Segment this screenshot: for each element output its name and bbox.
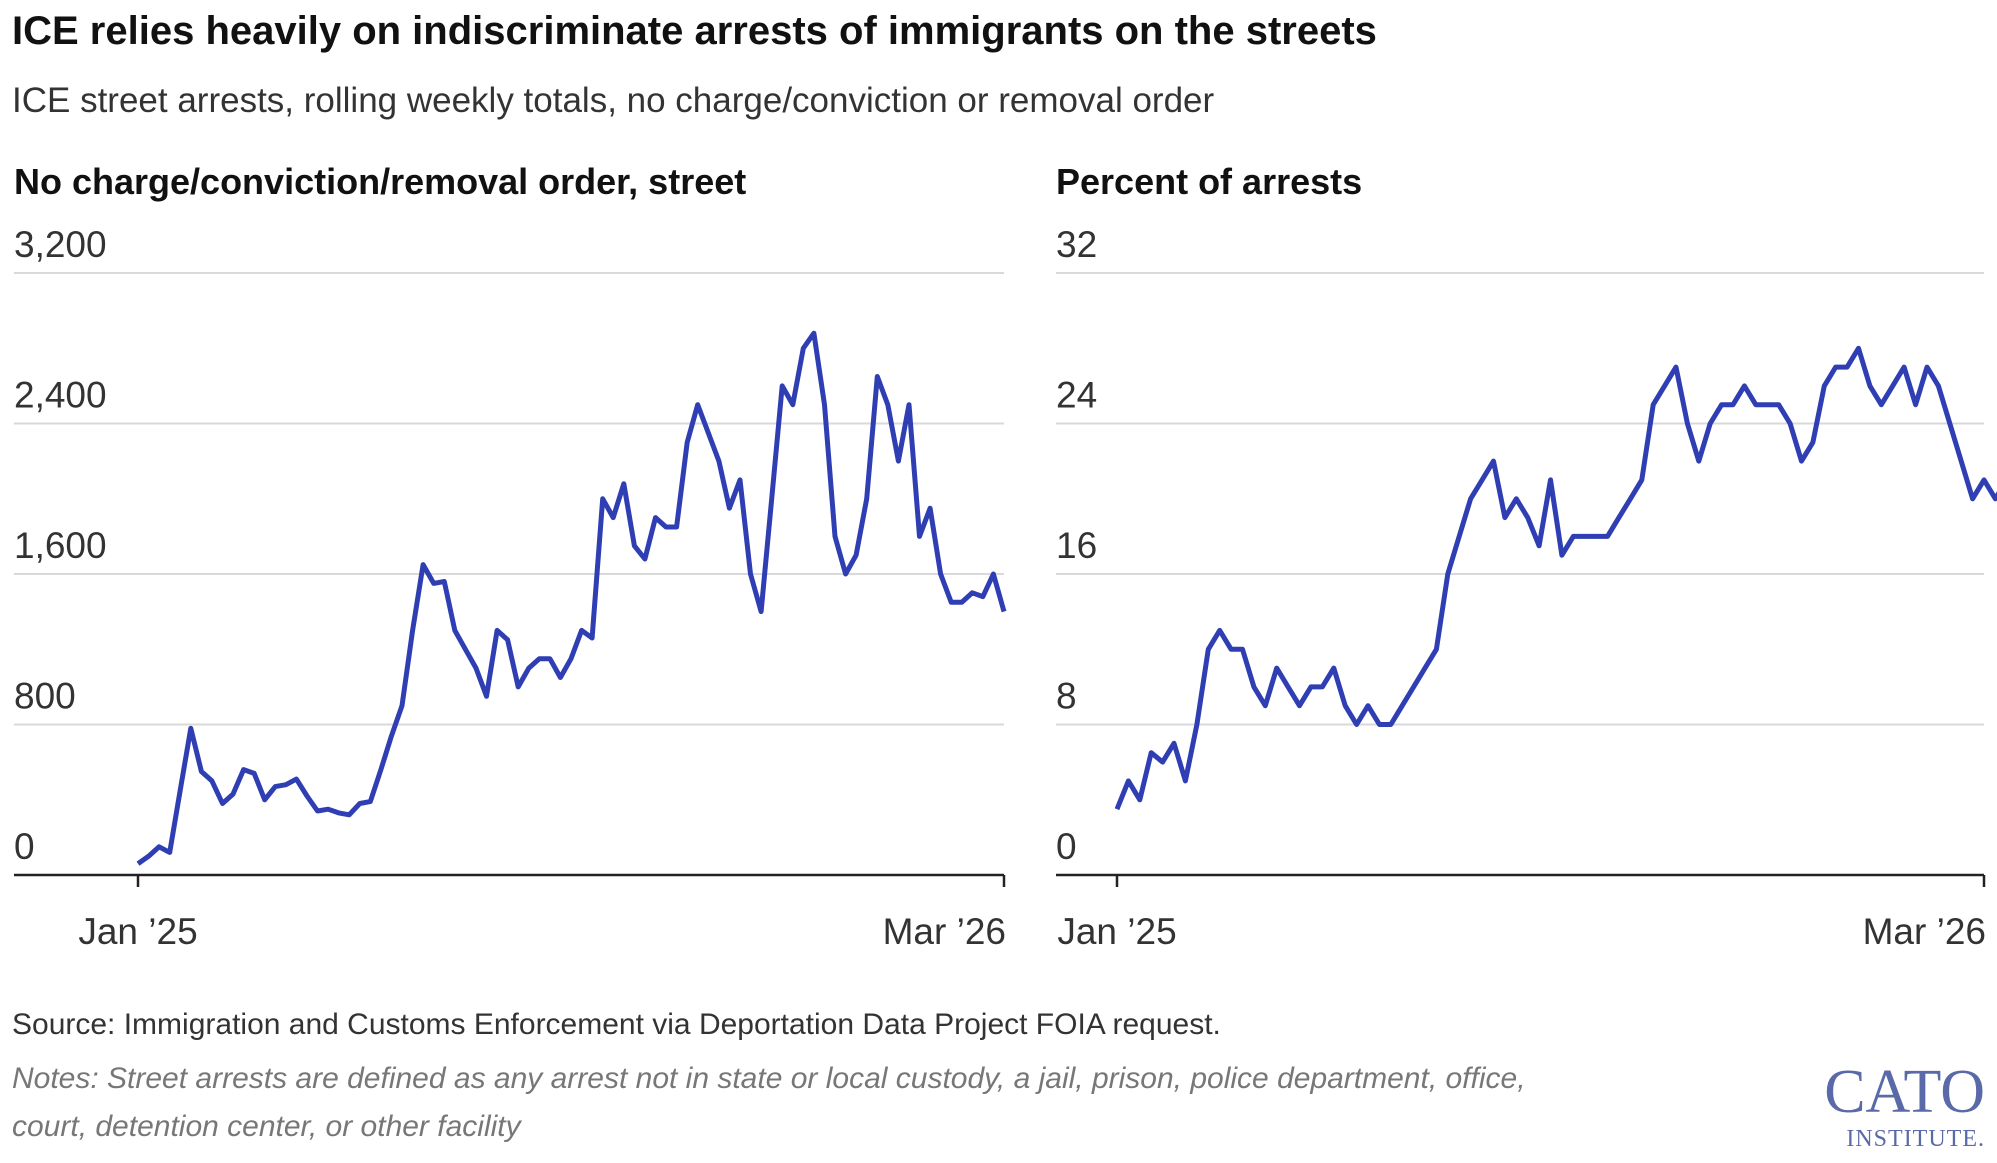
y-tick-label: 1,600 bbox=[14, 525, 107, 566]
x-tick-label: Jan ’25 bbox=[78, 911, 197, 952]
line bbox=[1114, 345, 1997, 811]
note: court, detention center, or other facili… bbox=[12, 1110, 523, 1143]
y-tick-label: 3,200 bbox=[14, 224, 107, 265]
y-tick-label: 800 bbox=[14, 676, 76, 717]
y-tick-label: 32 bbox=[1056, 224, 1097, 265]
y-tick-label: 2,400 bbox=[14, 375, 107, 416]
title: ICE relies heavily on indiscriminate arr… bbox=[12, 9, 1377, 53]
y-tick-label: 16 bbox=[1056, 525, 1097, 566]
logo: CATO bbox=[1824, 1058, 1985, 1126]
panel-title: Percent of arrests bbox=[1056, 161, 1362, 202]
line bbox=[136, 330, 1007, 866]
x-tick-label: Mar ’26 bbox=[883, 911, 1006, 952]
y-tick-label: 0 bbox=[14, 826, 35, 867]
y-tick-label: 24 bbox=[1056, 375, 1097, 416]
y-tick-label: 8 bbox=[1056, 676, 1077, 717]
note: Notes: Street arrests are defined as any… bbox=[12, 1062, 1526, 1095]
panel-title: No charge/conviction/removal order, stre… bbox=[14, 161, 746, 202]
x-tick-label: Mar ’26 bbox=[1863, 911, 1986, 952]
subtitle: ICE street arrests, rolling weekly total… bbox=[12, 81, 1215, 120]
source: Source: Immigration and Customs Enforcem… bbox=[12, 1008, 1221, 1041]
x-tick-label: Jan ’25 bbox=[1057, 911, 1176, 952]
y-tick-label: 0 bbox=[1056, 826, 1077, 867]
logo: INSTITUTE. bbox=[1846, 1126, 1985, 1152]
